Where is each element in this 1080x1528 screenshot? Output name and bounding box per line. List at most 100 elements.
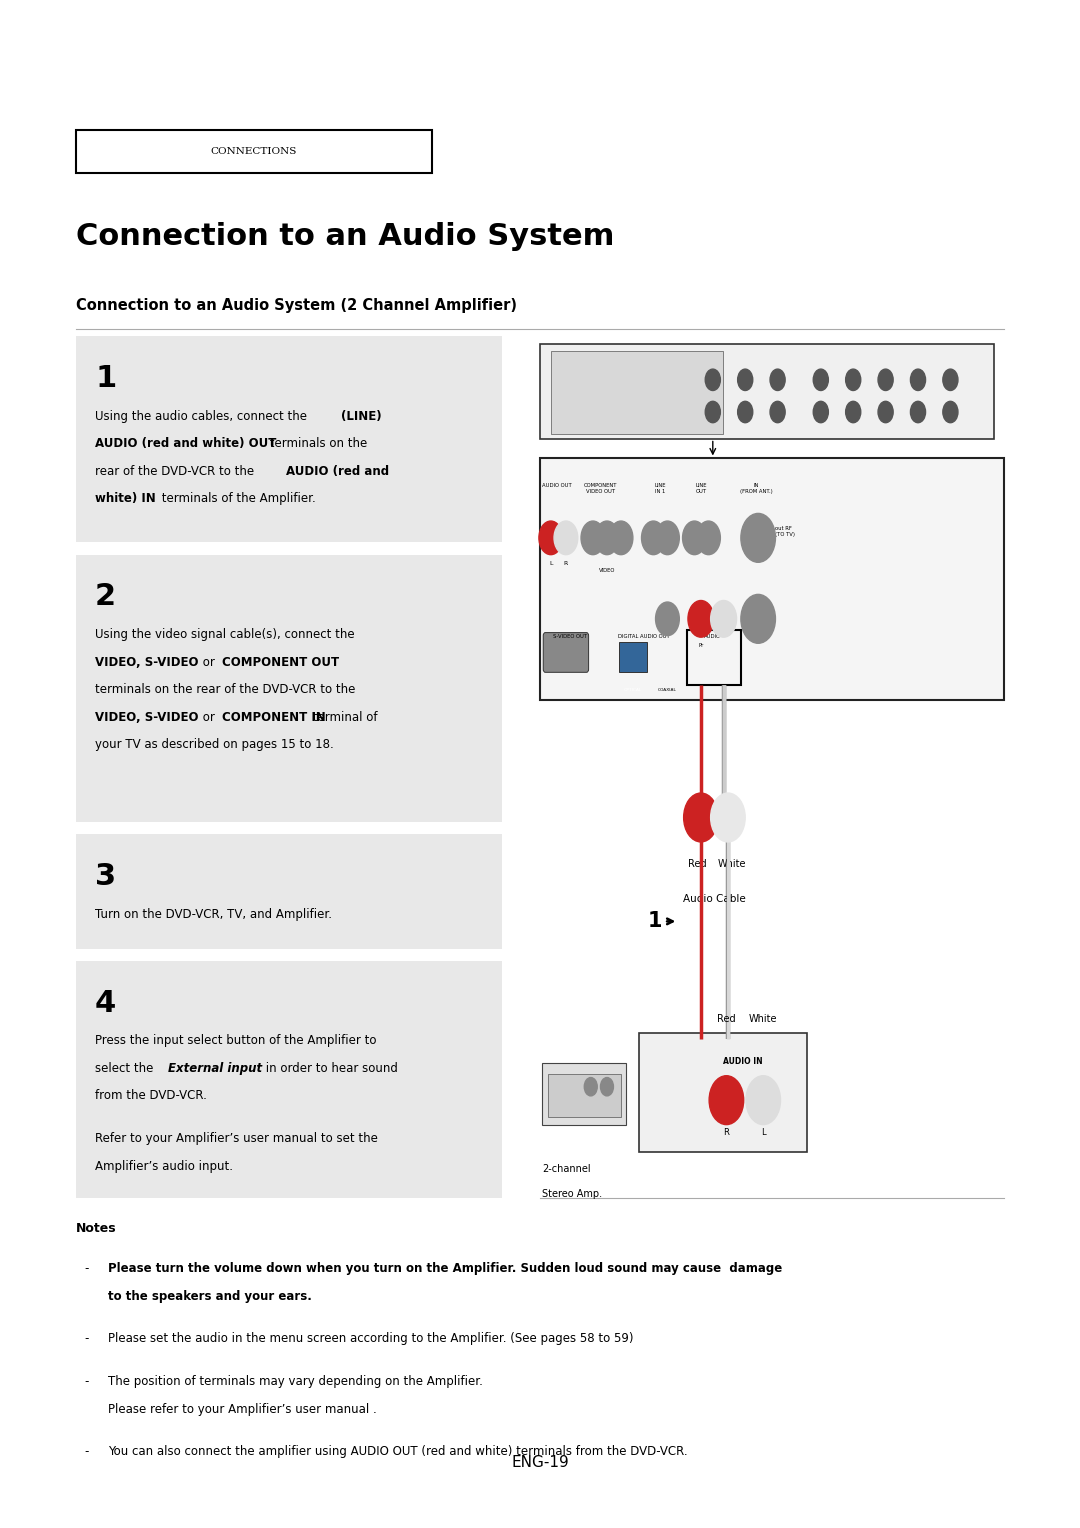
Circle shape — [770, 370, 785, 391]
Text: -: - — [84, 1332, 89, 1346]
Text: -: - — [84, 1262, 89, 1276]
Circle shape — [943, 370, 958, 391]
Text: You can also connect the amplifier using AUDIO OUT (red and white) terminals fro: You can also connect the amplifier using… — [108, 1445, 688, 1459]
Text: 4: 4 — [95, 989, 117, 1018]
FancyBboxPatch shape — [76, 834, 502, 949]
Text: rear of the DVD-VCR to the: rear of the DVD-VCR to the — [95, 465, 258, 478]
Text: Connection to an Audio System: Connection to an Audio System — [76, 222, 613, 251]
Circle shape — [642, 521, 665, 555]
Text: Red: Red — [717, 1013, 735, 1024]
Text: COMPONENT OUT: COMPONENT OUT — [222, 656, 339, 669]
Text: AUDIO (red and: AUDIO (red and — [286, 465, 389, 478]
Text: Please refer to your Amplifier’s user manual .: Please refer to your Amplifier’s user ma… — [108, 1403, 377, 1416]
Text: R: R — [564, 561, 568, 565]
Text: R: R — [724, 1128, 729, 1137]
Text: out RF
(TO TV): out RF (TO TV) — [775, 526, 796, 538]
Text: External input: External input — [168, 1062, 262, 1076]
Text: Amplifier’s audio input.: Amplifier’s audio input. — [95, 1160, 233, 1174]
Text: LINE
OUT: LINE OUT — [696, 483, 706, 494]
Text: The position of terminals may vary depending on the Amplifier.: The position of terminals may vary depen… — [108, 1375, 483, 1389]
Circle shape — [741, 594, 775, 643]
Text: VIDEO: VIDEO — [598, 568, 616, 573]
Text: COAXIAL: COAXIAL — [658, 688, 677, 692]
Text: AUDIO (red and white) OUT: AUDIO (red and white) OUT — [95, 437, 276, 451]
Circle shape — [710, 1076, 744, 1125]
FancyBboxPatch shape — [543, 633, 589, 672]
Text: Pr: Pr — [699, 643, 703, 648]
FancyBboxPatch shape — [76, 130, 432, 173]
Text: IN
(FROM ANT.): IN (FROM ANT.) — [740, 483, 772, 494]
FancyBboxPatch shape — [540, 344, 994, 439]
Circle shape — [697, 521, 720, 555]
Text: ENG-19: ENG-19 — [511, 1455, 569, 1470]
FancyBboxPatch shape — [76, 555, 502, 822]
Circle shape — [878, 370, 893, 391]
Circle shape — [600, 1077, 613, 1096]
Circle shape — [878, 402, 893, 423]
Text: in order to hear sound: in order to hear sound — [262, 1062, 399, 1076]
FancyBboxPatch shape — [76, 336, 502, 542]
Text: your TV as described on pages 15 to 18.: your TV as described on pages 15 to 18. — [95, 738, 334, 752]
FancyBboxPatch shape — [551, 351, 724, 434]
Text: 2-channel: 2-channel — [542, 1164, 591, 1175]
Circle shape — [813, 402, 828, 423]
Text: Audio Cable: Audio Cable — [683, 894, 745, 905]
Text: terminals on the: terminals on the — [266, 437, 367, 451]
Text: VIDEO, S-VIDEO: VIDEO, S-VIDEO — [95, 656, 199, 669]
Circle shape — [683, 521, 706, 555]
Circle shape — [746, 1076, 781, 1125]
Circle shape — [609, 521, 633, 555]
Circle shape — [910, 402, 926, 423]
Circle shape — [738, 402, 753, 423]
Text: AUDIO: AUDIO — [704, 634, 721, 639]
Circle shape — [554, 521, 578, 555]
Circle shape — [595, 521, 619, 555]
Text: AUDIO IN: AUDIO IN — [724, 1057, 762, 1067]
Circle shape — [711, 601, 737, 637]
Text: COMPONENT
VIDEO OUT: COMPONENT VIDEO OUT — [583, 483, 618, 494]
Text: -: - — [84, 1445, 89, 1459]
FancyBboxPatch shape — [619, 642, 647, 672]
FancyBboxPatch shape — [639, 1033, 807, 1152]
Text: 1: 1 — [95, 364, 117, 393]
Text: Notes: Notes — [76, 1222, 117, 1236]
Text: -: - — [84, 1375, 89, 1389]
Circle shape — [943, 402, 958, 423]
Text: 1: 1 — [648, 911, 662, 932]
Circle shape — [584, 1077, 597, 1096]
Text: Stereo Amp.: Stereo Amp. — [542, 1189, 603, 1199]
Text: 2: 2 — [95, 582, 117, 611]
Text: 3: 3 — [95, 862, 117, 891]
Text: White: White — [750, 1013, 778, 1024]
Circle shape — [581, 521, 605, 555]
Text: AUDIO OUT: AUDIO OUT — [542, 483, 572, 487]
Text: Using the video signal cable(s), connect the: Using the video signal cable(s), connect… — [95, 628, 354, 642]
Circle shape — [656, 602, 679, 636]
Text: select the: select the — [95, 1062, 158, 1076]
Text: Please set the audio in the menu screen according to the Amplifier. (See pages 5: Please set the audio in the menu screen … — [108, 1332, 634, 1346]
Circle shape — [705, 370, 720, 391]
Circle shape — [813, 370, 828, 391]
Text: Refer to your Amplifier’s user manual to set the: Refer to your Amplifier’s user manual to… — [95, 1132, 378, 1146]
Text: terminal of: terminal of — [309, 711, 377, 724]
Circle shape — [688, 601, 714, 637]
Text: terminals of the Amplifier.: terminals of the Amplifier. — [158, 492, 315, 506]
Circle shape — [846, 402, 861, 423]
Text: from the DVD-VCR.: from the DVD-VCR. — [95, 1089, 207, 1103]
FancyBboxPatch shape — [542, 1063, 626, 1125]
Text: Please turn the volume down when you turn on the Amplifier. Sudden loud sound ma: Please turn the volume down when you tur… — [108, 1262, 782, 1276]
Circle shape — [738, 370, 753, 391]
Text: terminals on the rear of the DVD-VCR to the: terminals on the rear of the DVD-VCR to … — [95, 683, 355, 697]
Text: white) IN: white) IN — [95, 492, 156, 506]
Text: or: or — [199, 656, 218, 669]
Circle shape — [711, 793, 745, 842]
Text: (LINE): (LINE) — [341, 410, 382, 423]
Circle shape — [684, 793, 718, 842]
Circle shape — [846, 370, 861, 391]
Text: COMPONENT IN: COMPONENT IN — [222, 711, 326, 724]
Text: Connection to an Audio System (2 Channel Amplifier): Connection to an Audio System (2 Channel… — [76, 298, 516, 313]
Circle shape — [770, 402, 785, 423]
Text: Turn on the DVD-VCR, TV, and Amplifier.: Turn on the DVD-VCR, TV, and Amplifier. — [95, 908, 332, 921]
Text: L: L — [761, 1128, 766, 1137]
Text: to the speakers and your ears.: to the speakers and your ears. — [108, 1290, 312, 1303]
